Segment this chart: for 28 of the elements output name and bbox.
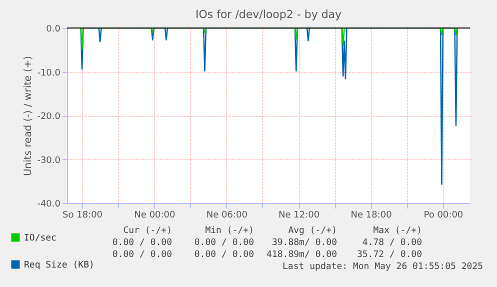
- y-tick-label: -30.0: [37, 156, 61, 166]
- text: 0.00 / 0.00: [194, 250, 254, 260]
- text: 418.89m/ 0.00: [266, 250, 337, 260]
- text: Cur (-/+): [123, 226, 172, 236]
- text: Last update: Mon May 26 01:55:05 2025: [282, 262, 483, 272]
- legend-label: IO/sec: [24, 234, 57, 244]
- text: Min (-/+): [205, 226, 254, 236]
- legend-label: Req Size (KB): [24, 260, 94, 270]
- text: 0.00 / 0.00: [112, 250, 172, 260]
- y-tick-label: -10.0: [37, 68, 61, 78]
- chart-title: IOs for /dev/loop2 - by day: [195, 8, 342, 21]
- text: Max (-/+): [373, 226, 422, 236]
- y-axis-title: Units read (-) / write (+): [23, 56, 34, 176]
- x-tick-label: So 18:00: [62, 210, 103, 220]
- text: 35.72 / 0.00: [356, 250, 422, 260]
- x-tick-label: Ne 06:00: [206, 210, 248, 220]
- text: 4.78 / 0.00: [362, 238, 422, 248]
- text: Avg (-/+): [288, 226, 337, 236]
- x-tick-label: Ne 12:00: [278, 210, 320, 220]
- y-tick-label: -40.0: [37, 200, 61, 210]
- x-tick-label: Po 00:00: [424, 210, 464, 220]
- text: 0.00 / 0.00: [194, 238, 254, 248]
- text: 0.00 / 0.00: [112, 238, 172, 248]
- y-tick-label: -20.0: [37, 112, 61, 122]
- text: 39.88m/ 0.00: [272, 238, 337, 248]
- x-tick-label: Ne 18:00: [350, 210, 392, 220]
- x-tick-label: Ne 00:00: [134, 210, 176, 220]
- y-tick-label: 0.0: [46, 24, 61, 34]
